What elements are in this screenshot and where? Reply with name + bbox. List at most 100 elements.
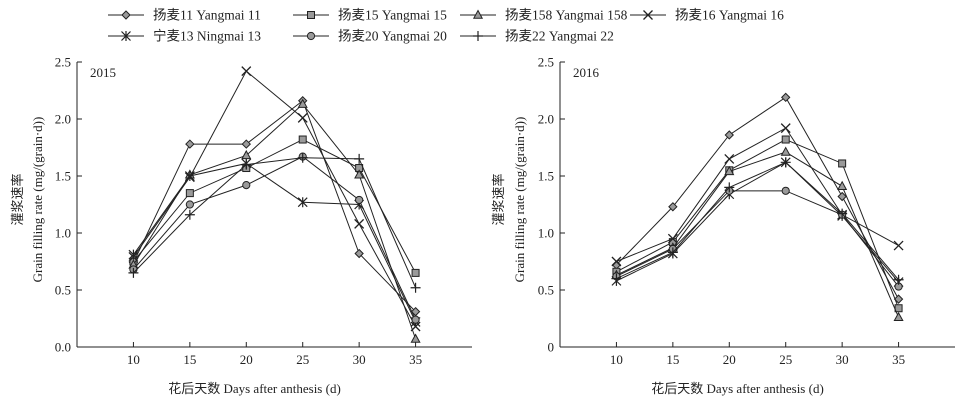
legend-item: 宁麦13 Ningmai 13 xyxy=(108,28,261,44)
chart-panel-2016: 0 0.5 1.0 1.5 2.0 2.5 10 15 20 25 30 35 2016 花后天数 Day… xyxy=(491,55,955,396)
x-tick-label: 30 xyxy=(836,352,849,367)
data-point xyxy=(128,249,139,260)
data-point xyxy=(354,248,364,259)
y-tick-label: 0.5 xyxy=(538,283,554,298)
series-line xyxy=(133,157,417,288)
data-point xyxy=(780,123,791,134)
legend-label: 扬麦22 Yangmai 22 xyxy=(505,29,614,44)
y-tick-label: 0 xyxy=(548,340,555,355)
series-line xyxy=(133,70,417,327)
series-square xyxy=(129,135,420,277)
x-marker-icon xyxy=(643,10,653,20)
triangle-marker-icon xyxy=(472,9,484,19)
data-point xyxy=(780,157,791,168)
data-point xyxy=(184,171,195,181)
data-point xyxy=(185,139,195,149)
x-tick-label: 25 xyxy=(296,352,309,367)
data-point xyxy=(354,218,365,229)
legend-item: 扬麦20 Yangmai 20 xyxy=(293,29,447,44)
data-point xyxy=(611,256,622,267)
legend-item: 扬麦15 Yangmai 15 xyxy=(293,8,447,23)
y-tick-label: 2.0 xyxy=(538,112,554,127)
x-tick-label: 15 xyxy=(183,352,196,367)
data-point xyxy=(411,268,420,277)
diamond-marker-icon xyxy=(121,10,131,20)
x-tick-label: 30 xyxy=(353,352,366,367)
data-point xyxy=(297,152,308,163)
data-point xyxy=(411,315,420,324)
data-point xyxy=(410,333,421,343)
data-point xyxy=(724,182,735,193)
series-circle xyxy=(612,186,903,291)
legend-label: 扬麦20 Yangmai 20 xyxy=(338,29,447,44)
x-tick-label: 35 xyxy=(409,352,422,367)
legend-item: 扬麦16 Yangmai 16 xyxy=(630,8,784,23)
data-point xyxy=(355,195,364,205)
data-point xyxy=(837,191,847,202)
data-point xyxy=(724,130,734,140)
x-tick-label: 35 xyxy=(892,352,905,367)
y-axis-title-cn: 灌浆速率 xyxy=(491,173,506,225)
data-point xyxy=(781,92,791,103)
legend-label: 宁麦13 Ningmai 13 xyxy=(153,28,261,44)
x-tick-label: 20 xyxy=(723,352,736,367)
data-point xyxy=(893,240,904,251)
y-tick-label: 2.5 xyxy=(538,55,554,70)
series-line xyxy=(133,103,417,340)
data-point xyxy=(241,159,252,170)
y-tick-label: 1.0 xyxy=(538,226,554,241)
series-plus xyxy=(611,157,904,285)
data-point xyxy=(893,274,904,285)
series-triangle xyxy=(128,98,421,343)
series-circle xyxy=(129,152,420,324)
data-point xyxy=(298,135,307,144)
x-axis-title: 花后天数 Days after anthesis (d) xyxy=(168,381,341,396)
legend-item: 扬麦158 Yangmai 158 xyxy=(460,8,628,23)
y-tick-label: 2.5 xyxy=(55,55,71,70)
x-tick-label: 10 xyxy=(127,352,140,367)
series-line xyxy=(616,161,899,281)
data-point xyxy=(128,267,139,278)
data-point xyxy=(781,186,790,195)
y-tick-label: 2.0 xyxy=(55,112,71,127)
panel-title: 2016 xyxy=(573,65,600,80)
y-axis-title-en: Grain filling rate (mg/(grain·d)) xyxy=(30,117,45,283)
x-axis-title: 花后天数 Days after anthesis (d) xyxy=(651,381,824,396)
series-line xyxy=(133,162,417,323)
x-tick-label: 20 xyxy=(240,352,253,367)
data-point xyxy=(837,208,848,219)
data-point xyxy=(611,273,622,284)
y-tick-label: 0.0 xyxy=(55,340,71,355)
data-point xyxy=(724,153,735,164)
data-point xyxy=(297,197,308,208)
legend-label: 扬麦15 Yangmai 15 xyxy=(338,8,447,23)
data-point xyxy=(241,66,252,77)
x-tick-label: 25 xyxy=(779,352,792,367)
legend-label: 扬麦158 Yangmai 158 xyxy=(505,8,628,23)
series-line xyxy=(616,151,900,318)
legend-label: 扬麦16 Yangmai 16 xyxy=(675,8,784,23)
series-line xyxy=(616,127,899,262)
y-tick-label: 1.0 xyxy=(55,226,71,241)
series-line xyxy=(133,138,417,274)
series-line xyxy=(616,96,900,300)
data-point xyxy=(837,180,848,190)
series-line xyxy=(132,99,416,313)
series-plus xyxy=(128,152,421,293)
data-point xyxy=(724,165,735,176)
data-point xyxy=(667,233,678,244)
x-tick-label: 15 xyxy=(666,352,679,367)
series-star xyxy=(128,158,421,327)
legend: 扬麦11 Yangmai 11 扬麦15 Yangmai 15 扬麦158 Yang… xyxy=(108,8,784,44)
y-tick-label: 1.5 xyxy=(55,169,71,184)
data-point xyxy=(297,112,308,123)
data-point xyxy=(297,98,308,108)
data-point xyxy=(242,181,251,190)
data-point xyxy=(893,294,904,304)
panel-title: 2015 xyxy=(90,65,116,80)
data-point xyxy=(241,139,251,149)
data-point xyxy=(410,282,421,293)
data-point xyxy=(667,247,678,258)
series-star xyxy=(611,157,904,288)
